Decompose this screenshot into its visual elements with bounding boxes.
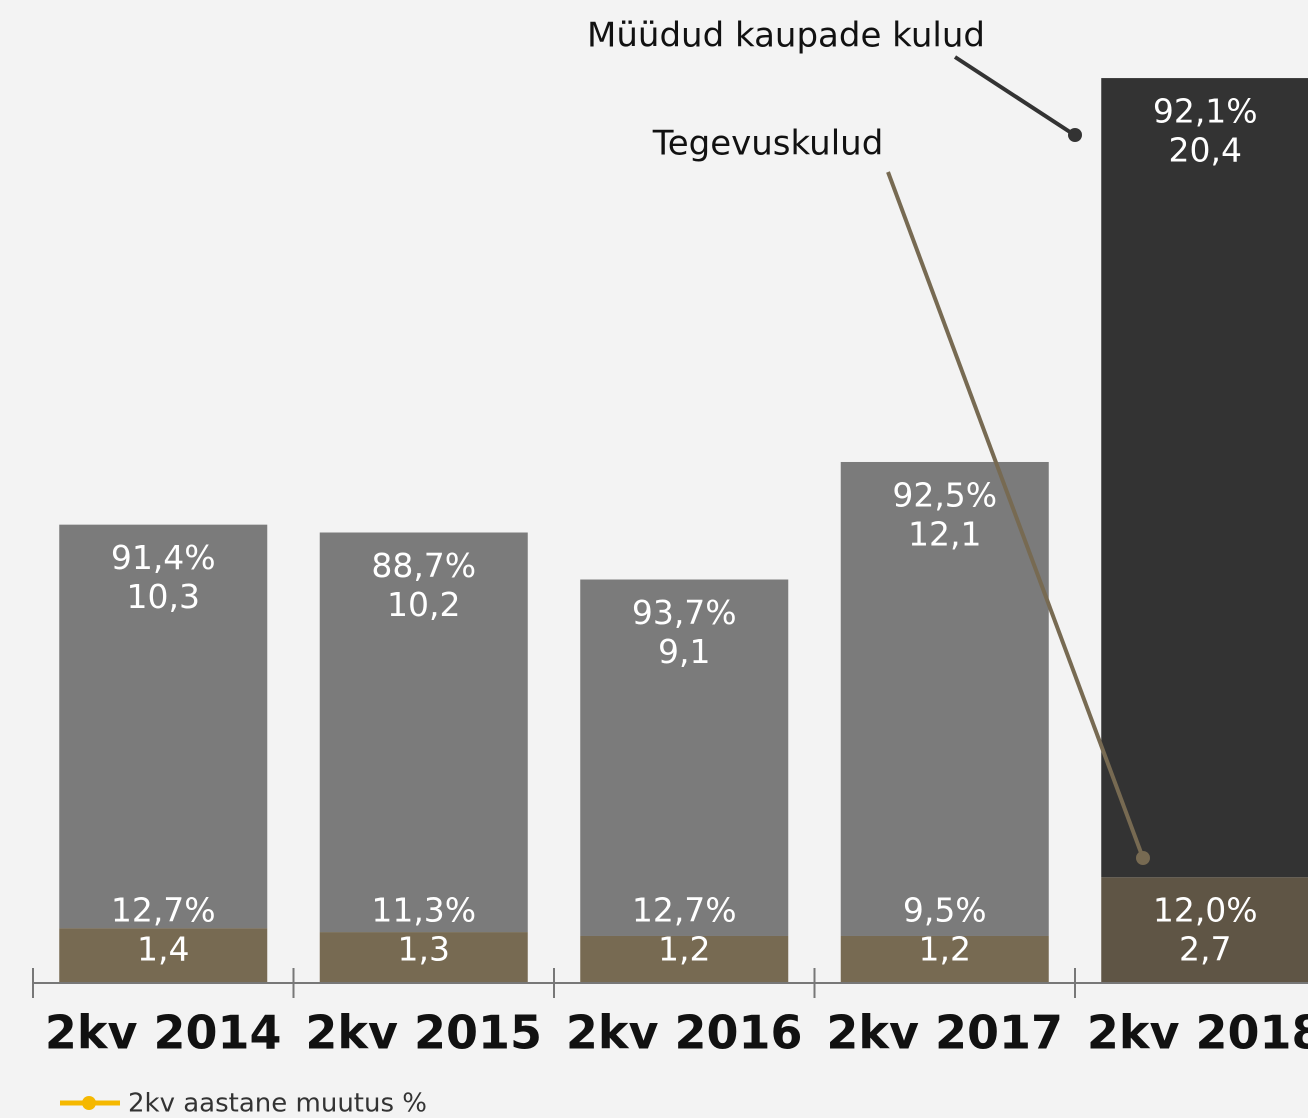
x-tick-label: 2kv 2018	[1087, 1006, 1308, 1060]
annotation: Tegevuskulud	[652, 124, 884, 164]
bars	[59, 78, 1308, 983]
share-label: 12,7%	[632, 891, 737, 930]
share-label: 12,7%	[111, 891, 216, 930]
bar-segment	[59, 928, 268, 983]
value-label: 20,4	[1169, 131, 1242, 170]
value-label: 10,2	[387, 585, 460, 624]
bar-segment	[840, 935, 1049, 983]
value-label: 12,1	[908, 514, 981, 553]
share-label: 92,1%	[1153, 92, 1258, 131]
bar-segment	[580, 579, 789, 936]
value-label: 1,3	[398, 930, 450, 969]
share-label: 9,5%	[903, 891, 987, 930]
share-label: 92,5%	[892, 475, 997, 514]
annotation-dot	[1136, 851, 1150, 865]
legend-label: 2kv aastane muutus %	[128, 1089, 427, 1118]
share-label: 11,3%	[371, 891, 476, 930]
x-tick-label: 2kv 2016	[566, 1006, 803, 1060]
bar-segment	[1101, 877, 1308, 983]
value-label: 2,7	[1179, 930, 1231, 969]
bar-segment	[580, 935, 789, 983]
bar-segment	[59, 524, 268, 929]
bar-segment	[840, 461, 1049, 936]
x-tick-label: 2kv 2014	[45, 1006, 282, 1060]
annotation-line	[953, 55, 1075, 136]
annotation: Müüdud kaupade kulud	[587, 16, 985, 56]
annotation-dot	[1068, 128, 1082, 142]
share-label: 91,4%	[111, 538, 216, 577]
value-label: 9,1	[658, 632, 710, 671]
bar-segment	[319, 532, 528, 933]
x-tick-label: 2kv 2017	[826, 1006, 1063, 1060]
value-label: 1,2	[658, 930, 710, 969]
legend-dot	[82, 1096, 96, 1110]
bar-segment	[1101, 78, 1308, 878]
bar-segment	[319, 932, 528, 983]
share-label: 93,7%	[632, 593, 737, 632]
value-label: 1,2	[919, 930, 971, 969]
x-tick-label: 2kv 2015	[305, 1006, 542, 1060]
annotation-line	[886, 171, 1145, 859]
value-label: 10,3	[127, 577, 200, 616]
share-label: 12,0%	[1153, 891, 1258, 930]
value-label: 1,4	[137, 930, 189, 969]
share-label: 88,7%	[371, 546, 476, 585]
